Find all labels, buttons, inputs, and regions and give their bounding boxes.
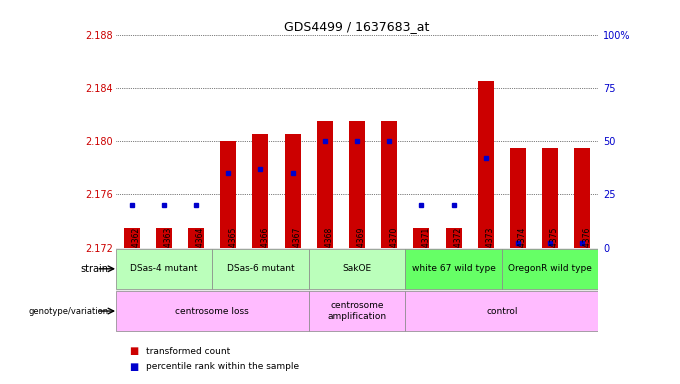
Bar [405,248,437,290]
Bar [574,148,590,248]
Text: centrosome loss: centrosome loss [175,306,249,316]
Bar [284,134,301,248]
Bar [373,248,405,290]
Bar [212,248,309,289]
Text: DSas-4 mutant: DSas-4 mutant [130,264,198,273]
Text: GSM864369: GSM864369 [357,227,366,273]
Bar [413,228,429,248]
Bar [405,291,598,331]
Bar [180,248,212,290]
Bar [502,248,534,290]
Bar [188,228,204,248]
Bar [309,248,341,290]
Bar [542,148,558,248]
Text: GSM864367: GSM864367 [292,227,302,273]
Bar [510,148,526,248]
Text: GSM864371: GSM864371 [422,227,430,273]
Text: GSM864373: GSM864373 [486,227,495,273]
Text: GSM864374: GSM864374 [518,227,527,273]
Bar [124,228,139,248]
Title: GDS4499 / 1637683_at: GDS4499 / 1637683_at [284,20,430,33]
Text: white 67 wild type: white 67 wild type [411,264,496,273]
Bar [277,248,309,290]
Bar [252,134,269,248]
Bar [148,248,180,290]
Bar [470,248,502,290]
Text: percentile rank within the sample: percentile rank within the sample [146,362,299,371]
Text: GSM864362: GSM864362 [132,227,141,273]
Text: OregonR wild type: OregonR wild type [508,264,592,273]
Bar [405,248,502,289]
Bar [309,291,405,331]
Text: GSM864370: GSM864370 [389,227,398,273]
Text: genotype/variation: genotype/variation [29,306,109,316]
Text: GSM864372: GSM864372 [454,227,462,273]
Text: SakOE: SakOE [343,264,371,273]
Bar [341,248,373,290]
Bar [445,228,462,248]
Bar [116,248,148,290]
Text: DSas-6 mutant: DSas-6 mutant [226,264,294,273]
Text: GSM864368: GSM864368 [325,227,334,273]
Bar [437,248,470,290]
Text: GSM864364: GSM864364 [196,227,205,273]
Text: strain: strain [81,264,109,274]
Text: ■: ■ [129,362,139,372]
Text: GSM864365: GSM864365 [228,227,237,273]
Text: ■: ■ [129,346,139,356]
Text: centrosome
amplification: centrosome amplification [328,301,386,321]
Bar [534,248,566,290]
Bar [477,81,494,248]
Bar [220,141,237,248]
Text: GSM864375: GSM864375 [550,227,559,273]
Bar [317,121,333,248]
Bar [309,248,405,289]
Text: transformed count: transformed count [146,347,231,356]
Bar [156,228,172,248]
Bar [349,121,365,248]
Bar [116,291,309,331]
Text: GSM864376: GSM864376 [582,227,592,273]
Text: GSM864363: GSM864363 [164,227,173,273]
Text: GSM864366: GSM864366 [260,227,269,273]
Text: control: control [486,306,517,316]
Bar [116,248,212,289]
Bar [381,121,397,248]
Bar [244,248,277,290]
Bar [566,248,598,290]
Bar [212,248,244,290]
Bar [502,248,598,289]
